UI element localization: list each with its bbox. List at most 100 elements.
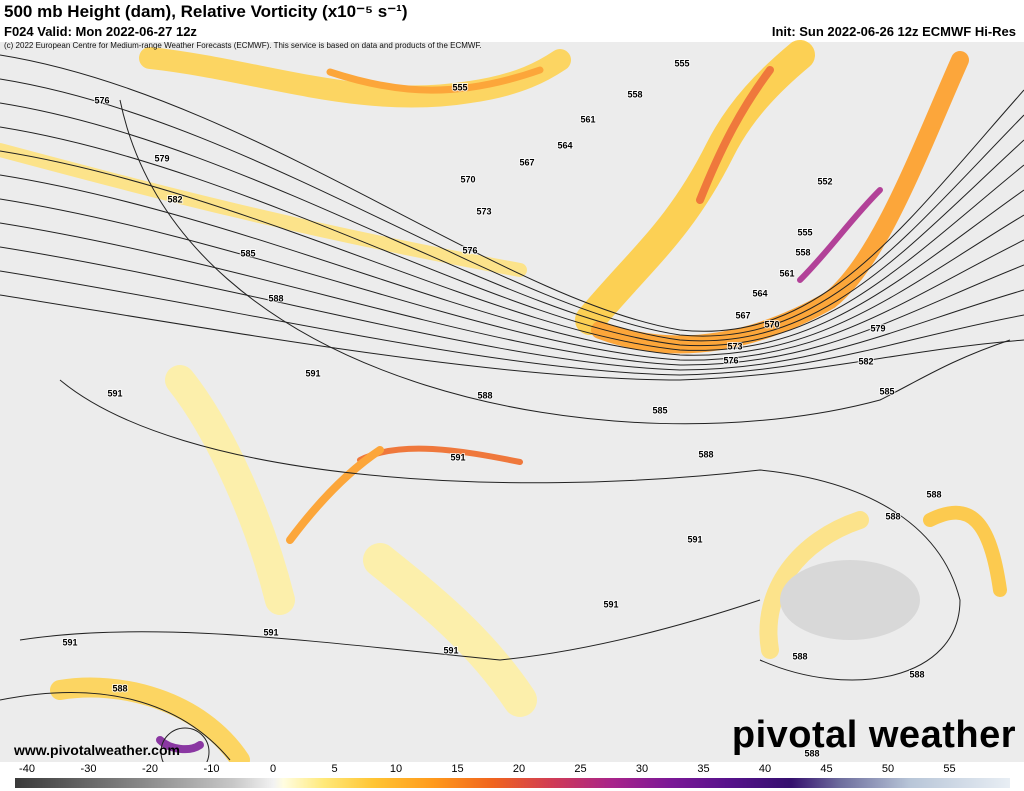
colorbar-tick-label: 35 [697, 763, 710, 775]
map-background [0, 42, 1024, 762]
contour-label: 591 [62, 637, 77, 647]
contour-label: 591 [305, 368, 320, 378]
colorbar-tick-label: 45 [820, 763, 833, 775]
vorticity-band [165, 365, 295, 615]
contour-line [0, 78, 1024, 337]
contour-label: 585 [240, 248, 255, 258]
low-vorticity-area [780, 560, 920, 640]
vorticity-band [696, 66, 774, 204]
contour-label: 579 [154, 153, 169, 163]
contour-label: 555 [797, 227, 812, 237]
contour-label: 591 [263, 627, 278, 637]
contour-label: 579 [870, 323, 885, 333]
vorticity-band [759, 511, 869, 659]
contour-label: 585 [652, 405, 667, 415]
contour-line [160, 727, 210, 762]
colorbar-tick-label: 55 [943, 763, 956, 775]
contour-label: 582 [858, 356, 873, 366]
colorbar-tick-label: 40 [758, 763, 772, 775]
contour-label: 567 [735, 310, 750, 320]
contour-line [0, 150, 1024, 351]
contour-line [0, 126, 1024, 347]
contour-labels: 555 555 558 561 564 567 570 573 576 579 582 585 576 5… [61, 57, 942, 759]
contour-label: 588 [477, 390, 492, 400]
colorbar-tick-label: 0 [269, 763, 277, 775]
valid-time: F024 Valid: Mon 2022-06-27 12z [4, 24, 197, 39]
contour-label: 585 [879, 386, 894, 396]
height-contours [0, 54, 1024, 762]
contour-line [59, 379, 961, 681]
contour-line [0, 102, 1024, 342]
contour-line [19, 599, 761, 661]
contour-label: 591 [107, 388, 122, 398]
contour-label: 552 [817, 176, 832, 186]
contour-label: 576 [94, 95, 109, 105]
vorticity-band [797, 187, 883, 283]
colorbar [15, 778, 1010, 788]
brand-watermark: pivotal weather [731, 714, 1016, 756]
contour-line [0, 246, 1024, 371]
contour-label: 561 [580, 114, 595, 124]
contour-label: 591 [450, 452, 465, 462]
contour-label: 570 [460, 174, 475, 184]
colorbar-tick-label: 5 [331, 763, 338, 775]
contour-label: 588 [698, 449, 713, 459]
vorticity-band [363, 543, 537, 717]
contour-label: 564 [557, 140, 572, 150]
contour-label: 576 [462, 245, 477, 255]
contour-line [0, 270, 1024, 376]
contour-label: 573 [727, 341, 742, 351]
contour-label: 576 [723, 355, 738, 365]
copyright: (c) 2022 European Centre for Medium-rang… [4, 41, 482, 50]
contour-line [119, 99, 1011, 425]
vorticity-band [0, 143, 527, 277]
contour-label: 588 [804, 748, 819, 758]
contour-label: 558 [627, 89, 642, 99]
contour-label: 588 [112, 683, 127, 693]
colorbar-tick-label: 30 [635, 763, 649, 775]
colorbar-tick-label: 50 [881, 763, 895, 775]
contour-label: 558 [795, 247, 810, 257]
contour-label: 591 [443, 645, 458, 655]
contour-label: 591 [687, 534, 702, 544]
contour-line [0, 174, 1024, 356]
contour-label: 588 [792, 651, 807, 661]
vorticity-band [923, 505, 1007, 597]
vorticity-band [326, 66, 544, 94]
colorbar-tick-label: -40 [19, 763, 35, 775]
colorbar-tick-label: 20 [512, 763, 526, 775]
vorticity-band [286, 446, 384, 544]
contour-label: 564 [752, 288, 767, 298]
colorbar-tick-label: 25 [574, 763, 587, 775]
contour-label: 561 [779, 268, 794, 278]
colorbar-tick-label: -20 [142, 763, 158, 775]
contour-label: 582 [167, 194, 182, 204]
contour-label: 591 [603, 599, 618, 609]
contour-line [0, 692, 231, 761]
contour-line [0, 54, 1024, 332]
colorbar-tick-label: 15 [451, 763, 464, 775]
contour-label: 588 [885, 511, 900, 521]
title: 500 mb Height (dam), Relative Vorticity … [4, 2, 408, 21]
contour-line [0, 198, 1024, 361]
contour-label: 588 [909, 669, 924, 679]
contour-line [0, 294, 1024, 381]
header: 500 mb Height (dam), Relative Vorticity … [0, 0, 1024, 42]
contour-label: 573 [476, 206, 491, 216]
colorbar-tick-label: -10 [203, 763, 220, 775]
contour-label: 570 [764, 319, 779, 329]
contour-label: 588 [268, 293, 283, 303]
vorticity-field [0, 40, 1007, 762]
contour-label: 555 [674, 58, 689, 68]
contour-label: 555 [452, 82, 467, 92]
website: www.pivotalweather.com [14, 742, 180, 758]
contour-label: 588 [926, 489, 941, 499]
contour-line [0, 222, 1024, 366]
vorticity-band [50, 677, 250, 762]
contour-label: 567 [519, 157, 534, 167]
colorbar-tick-label: -30 [80, 763, 97, 775]
init-time: Init: Sun 2022-06-26 12z ECMWF Hi-Res [771, 24, 1016, 39]
colorbar-tick-label: 10 [389, 763, 403, 775]
map: 555 555 558 561 564 567 570 573 576 579 582 585 576 5… [0, 40, 1024, 762]
